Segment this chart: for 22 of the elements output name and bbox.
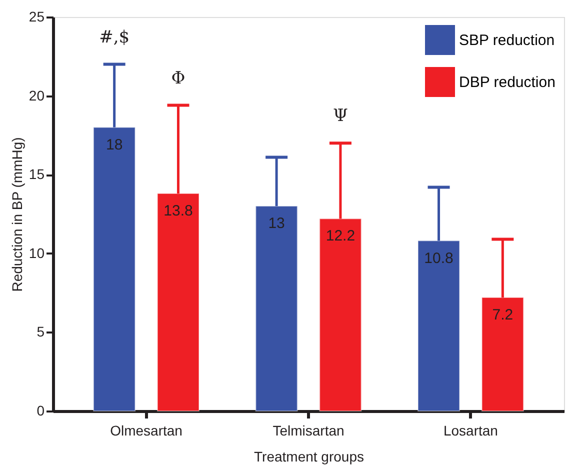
y-tick-label: 25 (28, 8, 45, 24)
legend-label: DBP reduction (459, 74, 556, 91)
x-tick-label: Telmisartan (272, 422, 344, 438)
data-label: 13.8 (164, 202, 193, 220)
annotation: Φ (171, 68, 186, 88)
y-tick-label: 10 (28, 244, 45, 261)
y-axis-title: Reduction in BP (mmHg) (8, 137, 25, 292)
y-tick-label: 15 (28, 166, 45, 182)
data-label: 12.2 (326, 228, 356, 245)
y-tick-label: 20 (28, 87, 45, 104)
data-label: 13 (268, 215, 285, 232)
data-label: 7.2 (492, 306, 514, 324)
y-tick-label: 0 (36, 402, 45, 418)
data-label: 10.8 (424, 250, 454, 267)
legend-label: SBP reduction (459, 32, 555, 49)
annotation: #,$ (99, 27, 130, 48)
data-label: 18 (106, 136, 123, 154)
x-tick-label: Losartan (443, 422, 498, 438)
x-tick-label: Olmesartan (110, 422, 182, 438)
annotation: Ψ (332, 106, 348, 126)
x-axis-title: Treatment groups (254, 448, 364, 464)
y-tick-label: 5 (36, 324, 45, 340)
